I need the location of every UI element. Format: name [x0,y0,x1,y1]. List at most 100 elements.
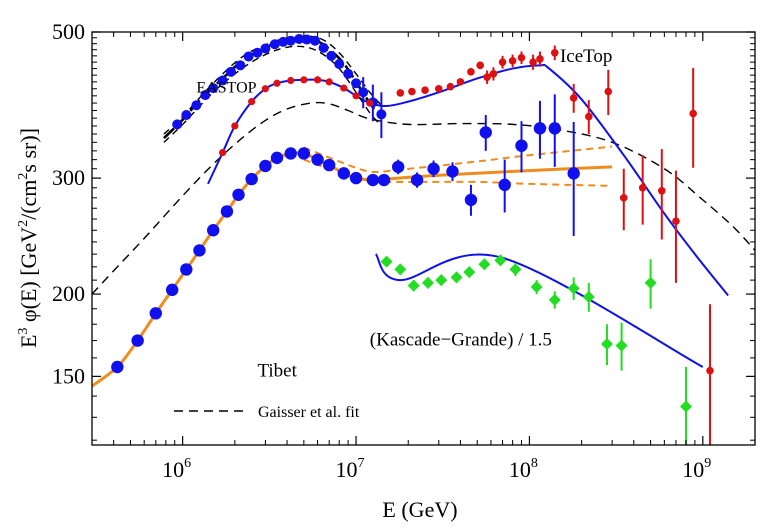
icetop-low-point [366,99,374,107]
kascade-grande-point [435,274,448,287]
y-tick-label: 300 [52,165,85,190]
tibet-point [259,159,272,173]
tibet-high-energy-point [533,122,547,135]
icetop-point [476,61,484,70]
tibet-high-energy-point [391,160,405,174]
eas-top-point [181,110,192,121]
eas-top-point [269,39,280,50]
kascade-grande-point [407,279,420,292]
kascade-grande-point [494,254,507,267]
icetop-low-point [313,76,322,84]
eas-top-point [301,34,312,45]
kascade-grande-point [463,266,476,279]
y-axis-label: E3 φ(E) [GeV2/(cm2s sr)] [16,128,41,348]
curve-eas-top-band-lower [163,45,382,143]
eas-top-point [191,100,202,111]
icetop-point [550,48,559,57]
x-axis-label: E (GeV) [382,497,457,522]
chart-points [111,33,714,445]
curve-gaisser-et-al-fit [92,101,755,295]
kascade-grande-point [509,263,522,276]
x-tick-label: 107 [336,456,365,482]
eas-top-point [217,75,228,86]
x-tick-label: 108 [509,456,538,482]
tibet-point [245,172,258,186]
icetop-low-point [287,76,295,85]
annotation-tibet: Tibet [257,360,297,381]
icetop-point [456,78,465,86]
icetop-low-point [352,92,360,100]
kascade-grande-point [380,255,393,268]
annotation-icetop: IceTop [560,46,612,67]
kascade-grande-point [567,282,580,295]
tibet-point [111,360,124,374]
icetop-point [421,86,429,94]
eas-top-point [351,78,362,89]
y-label-mid2: /(cm [16,180,41,220]
eas-top-point [310,35,321,46]
tibet-point [297,147,311,160]
tibet-point [322,158,336,172]
icetop-low-point [300,76,308,84]
y-tick-label: 150 [52,363,85,388]
eas-top-point [343,68,354,79]
kascade-grande-point [615,339,628,352]
tibet-point [165,283,179,297]
curve-tibet-extension-upper [303,145,613,174]
icetop-point [434,84,443,93]
y-tick-label: 500 [52,19,85,44]
kascade-grande-point [450,271,463,284]
tibet-high-energy-point [410,173,424,187]
plot-frame [91,31,756,446]
chart-legend: Gaisser et al. fit [174,404,360,421]
icetop-point [396,89,405,97]
icetop-low-point [248,98,256,106]
tibet-point [149,307,163,320]
x-tick-label: 109 [682,456,711,482]
y-label-exp: 3 [16,328,31,335]
eas-top-point [294,33,305,44]
legend-label: Gaisser et al. fit [258,404,360,421]
icetop-low-point [219,148,227,157]
tibet-point [193,244,206,257]
tibet-high-energy-point [464,193,478,207]
x-tick-label: 106 [162,456,191,482]
axis-ticks: 106 107 108 109 150 200 300 500 [52,19,756,482]
eas-top-point [172,119,183,130]
icetop-point [517,53,526,62]
icetop-point [584,112,593,121]
eas-top-point [235,60,246,71]
kascade-grande-point [530,281,543,294]
icetop-point [508,57,517,65]
icetop-point [672,217,680,226]
eas-top-point [225,66,236,77]
eas-top-point [278,36,289,47]
tibet-high-energy-point [548,122,561,135]
chart-annotations: EASTOP IceTop Tibet (Kascade−Grande) / 1.5 [196,46,612,381]
eas-top-point [200,90,211,101]
tibet-point [337,167,351,180]
kascade-grande-point [478,258,491,271]
eas-top-point [334,59,345,70]
tibet-high-energy-point [446,165,459,178]
icetop-point [408,87,416,96]
eas-top-point [326,50,337,61]
curve-kascade-grande-fit [374,253,704,368]
eas-top-point [243,51,254,62]
icetop-low-point [261,85,269,93]
icetop-low-point [325,78,333,86]
y-label-mid: φ(E) [GeV [16,227,41,328]
icetop-point [446,82,455,91]
tibet-high-energy-point [567,167,580,180]
y-label-prefix: E [16,335,41,348]
icetop-low-point [231,122,239,130]
icetop-point [706,366,714,375]
annotation-kascade-grande-1-5: (Kascade−Grande) / 1.5 [370,330,552,351]
icetop-point [498,58,507,66]
tibet-point [270,151,284,165]
eas-top-point [208,83,219,94]
icetop-point [689,109,697,118]
tibet-point [366,173,380,187]
eas-top-point [252,47,263,58]
